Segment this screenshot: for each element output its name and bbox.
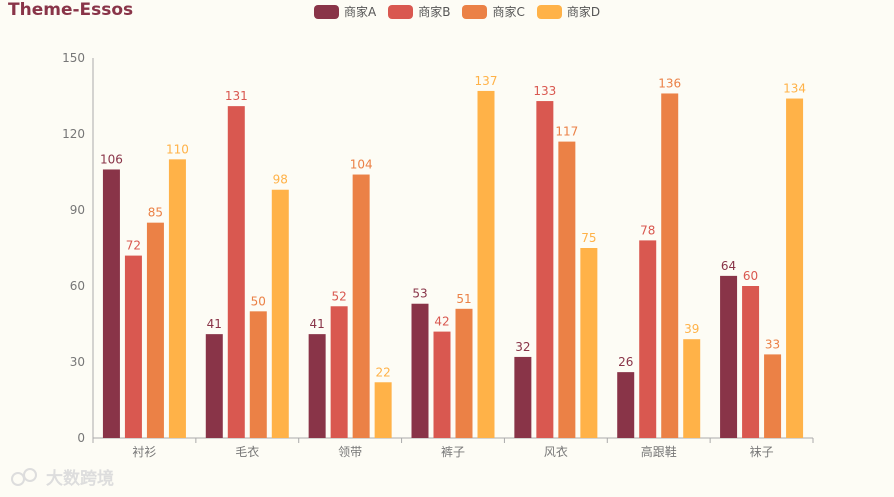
watermark-logo-icon <box>11 467 37 486</box>
watermark-text: 大数跨境 <box>46 469 114 489</box>
bar <box>786 98 804 439</box>
legend-swatch <box>536 4 562 19</box>
bar <box>249 311 267 438</box>
x-tick-label: 领带 <box>338 445 362 459</box>
legend: 商家A 商家B 商家C 商家D <box>314 3 600 20</box>
bar <box>205 334 223 438</box>
data-label: 60 <box>743 269 758 283</box>
data-label: 33 <box>765 337 780 351</box>
legend-label: 商家B <box>418 5 451 19</box>
legend-swatch <box>314 4 339 19</box>
data-label: 78 <box>640 223 655 237</box>
legend-item-0[interactable]: 商家A <box>314 3 376 20</box>
bar <box>720 275 738 438</box>
legend-item-2[interactable]: 商家C <box>462 3 525 20</box>
bar <box>352 174 370 439</box>
data-label: 22 <box>376 365 391 379</box>
bar <box>411 303 429 438</box>
legend-item-3[interactable]: 商家D <box>536 3 601 20</box>
data-label: 136 <box>658 76 681 90</box>
data-label: 98 <box>273 173 288 187</box>
bar <box>514 356 532 438</box>
legend-swatch <box>462 4 488 19</box>
bar <box>477 90 495 438</box>
data-label: 133 <box>533 84 556 98</box>
legend-label: 商家D <box>566 5 601 19</box>
bar <box>536 101 554 439</box>
bar <box>764 354 782 438</box>
data-label: 52 <box>332 289 347 303</box>
x-tick-label: 衬衫 <box>132 445 156 459</box>
data-label: 75 <box>581 231 596 245</box>
y-tick-label: 60 <box>70 279 85 293</box>
x-tick-label: 毛衣 <box>235 444 259 459</box>
x-tick-label: 风衣 <box>544 444 568 459</box>
bar <box>330 306 348 438</box>
y-tick-label: 90 <box>70 203 85 217</box>
data-label: 137 <box>475 74 498 88</box>
bar <box>374 382 392 438</box>
bar <box>683 339 701 438</box>
bar <box>308 334 326 438</box>
bar <box>617 372 635 438</box>
data-label: 64 <box>721 259 736 273</box>
data-label: 85 <box>148 206 163 220</box>
data-label: 41 <box>207 317 222 331</box>
data-label: 106 <box>100 152 123 166</box>
data-label: 72 <box>126 239 141 253</box>
data-label: 131 <box>225 89 248 103</box>
bar <box>146 222 164 438</box>
x-tick-label: 袜子 <box>750 445 774 459</box>
watermark: 大数跨境 <box>10 464 114 489</box>
data-label: 50 <box>251 294 266 308</box>
data-label: 32 <box>515 340 530 354</box>
legend-label: 商家C <box>492 5 525 19</box>
bar <box>639 240 657 438</box>
bar <box>558 141 576 438</box>
bar <box>102 169 120 438</box>
data-label: 39 <box>684 322 699 336</box>
legend-swatch <box>388 4 414 19</box>
bar <box>227 106 245 438</box>
data-label: 104 <box>350 158 373 172</box>
bar <box>124 255 142 438</box>
chart-title: Theme-Essos <box>8 0 134 20</box>
bar <box>580 248 598 438</box>
y-tick-label: 120 <box>62 127 85 141</box>
data-label: 134 <box>783 82 806 96</box>
legend-item-1[interactable]: 商家B <box>388 3 450 20</box>
bar <box>455 308 473 438</box>
bar <box>661 93 679 438</box>
data-label: 51 <box>456 292 471 306</box>
y-tick-label: 150 <box>62 51 85 65</box>
data-label: 42 <box>434 315 449 329</box>
data-label: 26 <box>618 355 633 369</box>
data-label: 53 <box>412 287 427 301</box>
bar <box>271 189 289 438</box>
data-label: 117 <box>555 125 578 139</box>
legend-label: 商家A <box>344 5 377 19</box>
x-tick-label: 裤子 <box>441 445 465 459</box>
data-label: 110 <box>166 142 189 156</box>
y-tick-label: 30 <box>70 355 85 369</box>
y-tick-label: 0 <box>77 431 85 445</box>
bar <box>433 331 451 438</box>
bar <box>168 159 186 439</box>
data-label: 41 <box>310 317 325 331</box>
bar <box>742 286 760 438</box>
x-tick-label: 高跟鞋 <box>641 444 677 459</box>
